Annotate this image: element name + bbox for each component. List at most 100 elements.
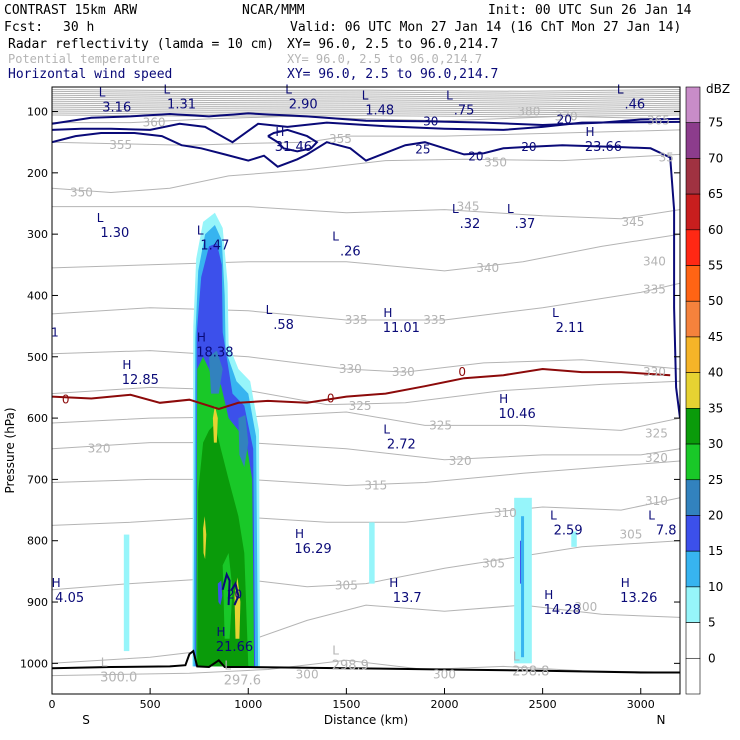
extremum-type: H	[122, 358, 131, 372]
theta-contour	[52, 540, 680, 591]
extremum-value: 23.66	[585, 140, 622, 155]
colorbar: dBZ 0 5 10 15 20 25 30 35 40 45 50 55 60 65 70 75	[685, 82, 730, 695]
colorbar-segment	[685, 586, 701, 623]
y-tick-label: 900	[27, 596, 48, 609]
contour-label: 0	[327, 391, 335, 405]
colorbar-segment	[685, 443, 701, 481]
extremum-type: L	[99, 85, 106, 99]
extremum-value: 16.29	[294, 542, 331, 557]
y-tick-label: 100	[27, 106, 48, 119]
contour-label: 20	[468, 149, 483, 163]
extremum-type: L	[164, 82, 171, 96]
contour-label: 330	[643, 365, 666, 379]
reflectivity-streak	[222, 553, 233, 639]
theta-contour	[52, 350, 680, 373]
field-theta-name: Potential temperature	[8, 52, 160, 66]
contour-label: 335	[345, 313, 368, 327]
contour-label: 345	[621, 215, 644, 229]
fcst-value: 30 h	[63, 20, 94, 35]
theta-contour-upper	[52, 112, 680, 116]
field-theta-xy: XY= 96.0, 2.5 to 96.0,214.7	[287, 52, 482, 66]
org-label: NCAR/MMM	[242, 3, 305, 18]
reflectivity-cell-core	[521, 516, 525, 658]
x-tick-label: 1000	[234, 698, 262, 711]
colorbar-level-label: 45	[708, 330, 723, 344]
contour-label: 310	[645, 494, 668, 508]
y-tick-label: 600	[27, 412, 48, 425]
colorbar-segment	[685, 479, 701, 516]
colorbar-level-label: 15	[708, 544, 723, 558]
colorbar-unit: dBZ	[706, 82, 730, 96]
colorbar-level-label: 10	[708, 580, 723, 594]
theta-contour-upper	[52, 106, 680, 110]
theta-contour-upper	[52, 108, 680, 112]
reflectivity-cell	[369, 522, 375, 584]
contour-label: 305	[482, 556, 505, 570]
colorbar-segment	[685, 86, 701, 124]
extremum-value: 12.85	[122, 373, 159, 388]
theta-contour-upper	[52, 92, 680, 96]
theta-contour	[52, 659, 680, 677]
colorbar-segment	[685, 657, 701, 695]
contour-label: 315	[364, 479, 387, 493]
extremum-type: H	[52, 576, 61, 590]
north-label: N	[657, 713, 666, 727]
contour-label: 350	[484, 155, 507, 169]
colorbar-segment	[685, 229, 701, 266]
contour-label: 340	[643, 255, 666, 269]
contour-label: 300	[574, 600, 597, 614]
colorbar-level-label: 5	[708, 616, 716, 630]
extremum-type: L	[197, 223, 204, 237]
contour-label: 0	[62, 393, 70, 407]
extremum-type: L	[383, 423, 390, 437]
reflectivity-streak	[238, 415, 249, 468]
contour-label: 35	[659, 151, 674, 165]
extremum-type: H	[544, 588, 553, 602]
extremum-type: L	[266, 303, 273, 317]
contour-label: 380	[517, 105, 540, 119]
extremum-value: 31.46	[275, 140, 312, 155]
colorbar-segment	[685, 122, 701, 159]
extremum-value: .37	[515, 217, 536, 232]
reflectivity-streak	[209, 350, 223, 394]
field-wind-name: Horizontal wind speed	[8, 67, 172, 82]
reflectivity-cell	[123, 534, 130, 652]
extremum-type: H	[217, 625, 226, 639]
x-tick-label: 500	[140, 698, 161, 711]
y-tick-label: 700	[27, 473, 48, 486]
contour-label: 305	[335, 578, 358, 592]
extremum-type: H	[197, 331, 206, 345]
theta-contour-upper	[52, 90, 680, 94]
extremum-value: 1.31	[167, 97, 196, 112]
y-tick-label: 1000	[20, 657, 48, 670]
extremum-value: 21.66	[216, 640, 253, 655]
header: CONTRAST 15km ARW NCAR/MMM Init: 00 UTC …	[4, 3, 692, 82]
x-axis-label: Distance (km)	[324, 713, 408, 727]
extremum-type: L	[97, 211, 104, 225]
reflectivity-streak	[203, 516, 207, 560]
extremum-type: L	[332, 229, 339, 243]
extremum-value: .46	[625, 97, 646, 112]
extremum-value: 300.0	[100, 671, 137, 686]
contour-label: 300	[296, 667, 319, 681]
extremum-value: 11.01	[383, 321, 420, 336]
extremum-type: L	[617, 82, 624, 96]
contour-label: 370	[555, 109, 578, 123]
extremum-value: .32	[460, 217, 481, 232]
x-tick-label: 2500	[529, 698, 557, 711]
extremum-type: L	[224, 659, 231, 673]
contour-label: 320	[88, 442, 111, 456]
contour-label: 0	[458, 365, 466, 379]
extremum-type: H	[275, 125, 284, 139]
colorbar-level-label: 60	[708, 223, 723, 237]
extremum-type: H	[621, 576, 630, 590]
y-axis-label: Pressure (hPa)	[3, 407, 17, 493]
colorbar-level-label: 35	[708, 401, 723, 415]
plot-area	[52, 89, 680, 677]
contour-label: 20	[557, 112, 572, 126]
extremum-type: L	[507, 202, 514, 216]
contour-label: 320	[645, 451, 668, 465]
contour-label: 335	[423, 313, 446, 327]
extremum-value: 13.26	[620, 591, 657, 606]
extremum-type: H	[585, 125, 594, 139]
